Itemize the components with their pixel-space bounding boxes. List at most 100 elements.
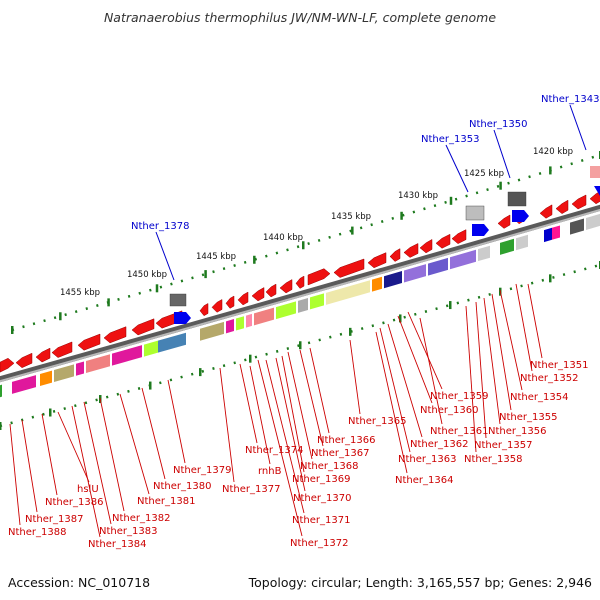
gene-arrow [265,283,277,298]
cog-block [500,238,514,255]
scale-tick [249,354,252,363]
top-gene-label: Nther_1353 [421,134,479,145]
leader-line [349,339,361,415]
gene-arrow [571,194,587,210]
cog-block [516,234,528,251]
kbp-tick-label: 1440 kbp [263,233,303,243]
leader-line [499,289,523,391]
cog-block [246,313,252,328]
cog-block [552,225,560,240]
cog-block [404,264,426,283]
map-title: Natranaerobius thermophilus JW/NM-WN-LF,… [104,10,496,25]
gene-arrow [211,299,223,313]
genome-summary: Topology: circular; Length: 3,165,557 bp… [248,575,592,590]
gene-label: Nther_1374 [245,445,303,456]
scale-tick [399,314,402,323]
strand-box [465,205,485,221]
gene-label: Nther_1371 [292,515,350,526]
backbone-track [0,204,600,383]
gene-label: Nther_1369 [292,474,350,485]
scale-tick [499,181,502,190]
gene-arrow [237,291,249,306]
strand-box [169,293,187,307]
scale-tick [449,301,452,310]
leader-line [265,359,305,514]
cog-block [144,340,158,357]
cog-block [326,280,370,305]
strand-arrow [512,210,529,222]
gene-label: Nther_1367 [311,448,369,459]
gene-arrow [497,214,511,229]
gene-label: Nther_1364 [395,475,453,486]
accession-text: Accession: NC_010718 [8,575,150,590]
backbone-line [0,204,600,383]
leader-line [141,387,166,480]
top-gene-label: Nther_1343 [541,94,599,105]
scale-tick [400,211,403,220]
scale-tick [107,298,110,307]
cog-block [86,354,110,373]
gene-label: Nther_1380 [153,481,211,492]
gene-label: rnhB [258,466,282,477]
scale-tick [302,241,305,250]
pointer-line [445,144,469,193]
gene-arrow [435,233,451,249]
gene-arrow [451,229,467,244]
gene-arrow [251,287,265,302]
cog-block [226,319,234,334]
gene-label: Nther_1379 [173,465,231,476]
gene-label: hslU [77,484,99,495]
gene-label: Nther_1365 [348,416,406,427]
kbp-tick-label: 1455 kbp [60,288,100,298]
top-gene-labels: Nther_1343 Nther_1350 Nther_1353 Nther_1378 [131,94,599,281]
leader-line [99,397,125,512]
leader-line [491,293,512,411]
cog-block [298,297,308,313]
cog-block [40,370,52,386]
leader-line [309,347,330,434]
strand-arrow [594,186,600,196]
gene-arrow [51,341,73,358]
cog-block [586,213,600,230]
scale-tick [549,274,552,283]
scale-tick [199,368,202,377]
scale-tick [59,312,62,321]
backbone-highlight [0,208,600,383]
scale-tick [204,270,207,279]
cog-block [428,257,448,276]
gene-features [0,166,600,398]
leader-line [419,317,443,425]
gene-label: Nther_1370 [293,493,351,504]
gene-arrow [35,347,51,363]
leader-line [387,323,423,438]
leader-line [281,355,305,473]
gene-label: Nther_1382 [112,513,170,524]
gene-arrow [15,352,33,368]
cog-block [310,293,324,310]
scale-tick [155,284,159,293]
strand-box [590,166,600,178]
gene-arrow [403,243,419,258]
cog-block [254,307,274,326]
leader-line [299,349,324,447]
kbp-tick-label: 1430 kbp [398,191,438,201]
gene-arrow [307,268,331,286]
cog-block [54,364,74,383]
scale-tick [253,255,256,264]
cog-block [112,345,142,366]
gene-label: Nther_1366 [317,435,375,446]
gene-label: Nther_1372 [290,538,348,549]
top-gene-label: Nther_1378 [131,221,189,232]
gene-label: Nther_1360 [420,405,478,416]
gene-arrow [279,279,293,294]
gene-arrow [131,318,155,336]
leader-line [249,365,271,465]
leader-line [167,379,186,464]
gene-label: Nther_1362 [410,439,468,450]
pointer-line [493,129,511,179]
strand-arrow [472,224,489,236]
kbp-tick-label: 1420 kbp [533,147,573,157]
cog-block [200,321,224,341]
